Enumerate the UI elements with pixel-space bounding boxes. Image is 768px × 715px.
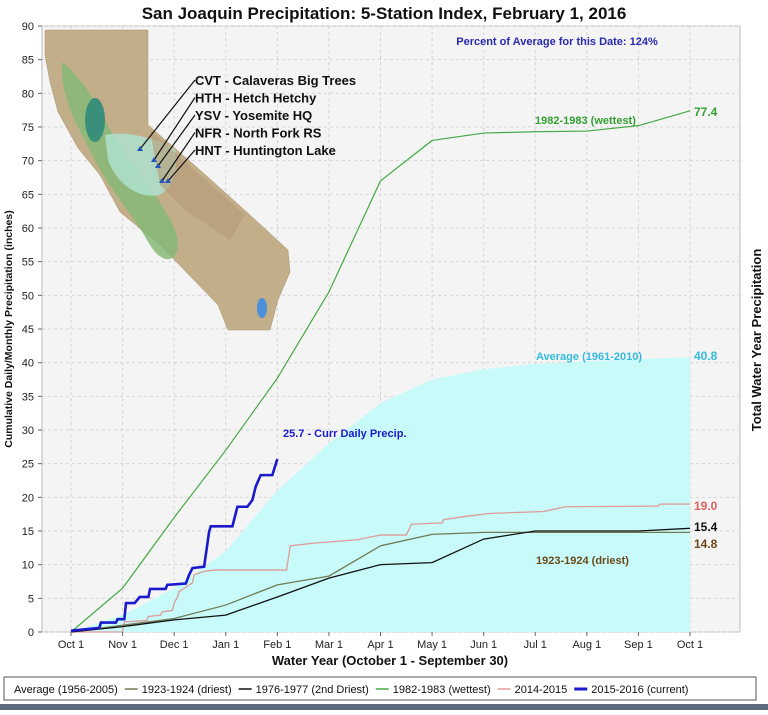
label-wettest-label: 1982-1983 (wettest) xyxy=(535,115,636,127)
station-markers: CVT - Calaveras Big Trees HTH - Hetch Het… xyxy=(137,73,356,183)
label-wy2015-end-label: 19.0 xyxy=(694,499,718,513)
y-tick-label: 50 xyxy=(22,290,34,302)
station-label: HTH - Hetch Hetchy xyxy=(195,91,317,106)
y-tick-label: 55 xyxy=(22,257,34,269)
label-driest-end-label: 14.8 xyxy=(694,537,718,551)
x-tick-label: Feb 1 xyxy=(263,639,291,651)
mountain-relief xyxy=(150,130,245,240)
station-marker-icon xyxy=(159,178,165,183)
legend-item-wy2015: 2014-2015 xyxy=(515,684,568,696)
legend-item-wettest: 1982-1983 (wettest) xyxy=(393,684,491,696)
x-axis-label: Water Year (October 1 - September 30) xyxy=(272,653,508,668)
y-tick-label: 20 xyxy=(22,492,34,504)
delta-region xyxy=(85,98,105,142)
station-marker-icon xyxy=(151,157,157,162)
y-tick-label: 85 xyxy=(22,55,34,67)
y-tick-label: 75 xyxy=(22,122,34,134)
y-tick-label: 70 xyxy=(22,156,34,168)
salton-sea xyxy=(257,298,267,318)
station-marker-icon xyxy=(165,178,171,183)
legend-item-second_driest: 1976-1977 (2nd Driest) xyxy=(256,684,369,696)
x-tick-label: Oct 1 xyxy=(677,639,703,651)
chart-title: San Joaquin Precipitation: 5-Station Ind… xyxy=(142,4,627,23)
legend: Average (1956-2005) 1923-1924 (driest) 197… xyxy=(3,676,757,701)
y-tick-label: 65 xyxy=(22,189,34,201)
series-line-wy2015 xyxy=(71,503,690,633)
y-tick-label: 25 xyxy=(22,459,34,471)
series-line-wettest xyxy=(70,110,691,633)
x-tick-label: Apr 1 xyxy=(367,639,393,651)
legend-item-current: 2015-2016 (current) xyxy=(591,684,688,696)
label-second_driest-end-label: 15.4 xyxy=(694,520,718,534)
y-tick-label: 35 xyxy=(22,391,34,403)
y-tick-label: 5 xyxy=(28,593,34,605)
label-average-end-label: 40.8 xyxy=(694,349,718,363)
x-tick-label: Aug 1 xyxy=(572,639,601,651)
x-tick-label: Jan 1 xyxy=(212,639,239,651)
station-leader-line xyxy=(139,79,196,150)
label-average-label: Average (1961-2010) xyxy=(536,351,642,363)
series-line-current xyxy=(70,458,279,632)
y-axis-label: Cumulative Daily/Monthly Precipitation (… xyxy=(3,210,15,447)
station-label: HNT - Huntington Lake xyxy=(195,143,336,158)
y-tick-label: 45 xyxy=(22,324,34,336)
station-leader-line xyxy=(157,114,196,167)
average-area xyxy=(71,357,690,632)
y-tick-label: 80 xyxy=(22,88,34,100)
series-line-second_driest xyxy=(70,527,691,633)
label-driest-label: 1923-1924 (driest) xyxy=(536,555,629,567)
station-label: CVT - Calaveras Big Trees xyxy=(195,73,356,88)
x-tick-label: Dec 1 xyxy=(160,639,189,651)
percent-of-average: Percent of Average for this Date: 124% xyxy=(456,36,658,48)
y-tick-label: 60 xyxy=(22,223,34,235)
series-line-driest xyxy=(70,531,690,633)
legend-item-average: Average (1956-2005) xyxy=(14,684,118,696)
station-leader-line xyxy=(153,97,196,161)
x-tick-label: May 1 xyxy=(417,639,447,651)
label-current-label: 25.7 - Curr Daily Precip. xyxy=(283,428,407,440)
x-tick-label: Nov 1 xyxy=(108,639,137,651)
station-leader-line xyxy=(167,149,196,182)
x-tick-label: Oct 1 xyxy=(58,639,84,651)
station-label: YSV - Yosemite HQ xyxy=(195,108,312,123)
y-tick-label: 10 xyxy=(22,560,34,572)
label-wettest-end-label: 77.4 xyxy=(694,105,718,119)
y-tick-label: 15 xyxy=(22,526,34,538)
legend-item-driest: 1923-1924 (driest) xyxy=(142,684,232,696)
x-tick-label: Jun 1 xyxy=(470,639,497,651)
california-map: CVT - Calaveras Big Trees HTH - Hetch Het… xyxy=(44,29,356,331)
x-tick-label: Mar 1 xyxy=(315,639,343,651)
y-tick-label: 30 xyxy=(22,425,34,437)
station-leader-line xyxy=(161,132,196,182)
y-tick-label: 40 xyxy=(22,358,34,370)
x-tick-label: Sep 1 xyxy=(624,639,653,651)
y-tick-label: 90 xyxy=(22,21,34,33)
x-tick-label: Jul 1 xyxy=(524,639,547,651)
station-label: NFR - North Fork RS xyxy=(195,126,322,141)
station-marker-icon xyxy=(137,146,143,151)
y-tick-label: 0 xyxy=(28,627,34,639)
axes: 0 5 10 15 20 25 30 35 40 45 50 55 60 65 70 75 80 85 90 Oct … xyxy=(22,21,703,651)
series-layer xyxy=(70,110,691,633)
series-labels: 1982-1983 (wettest) 77.4 Average (1961-201… xyxy=(283,105,718,567)
bottom-strip xyxy=(0,704,768,710)
station-marker-icon xyxy=(155,163,161,168)
y-axis-label-right: Total Water Year Precipitation xyxy=(749,249,764,432)
